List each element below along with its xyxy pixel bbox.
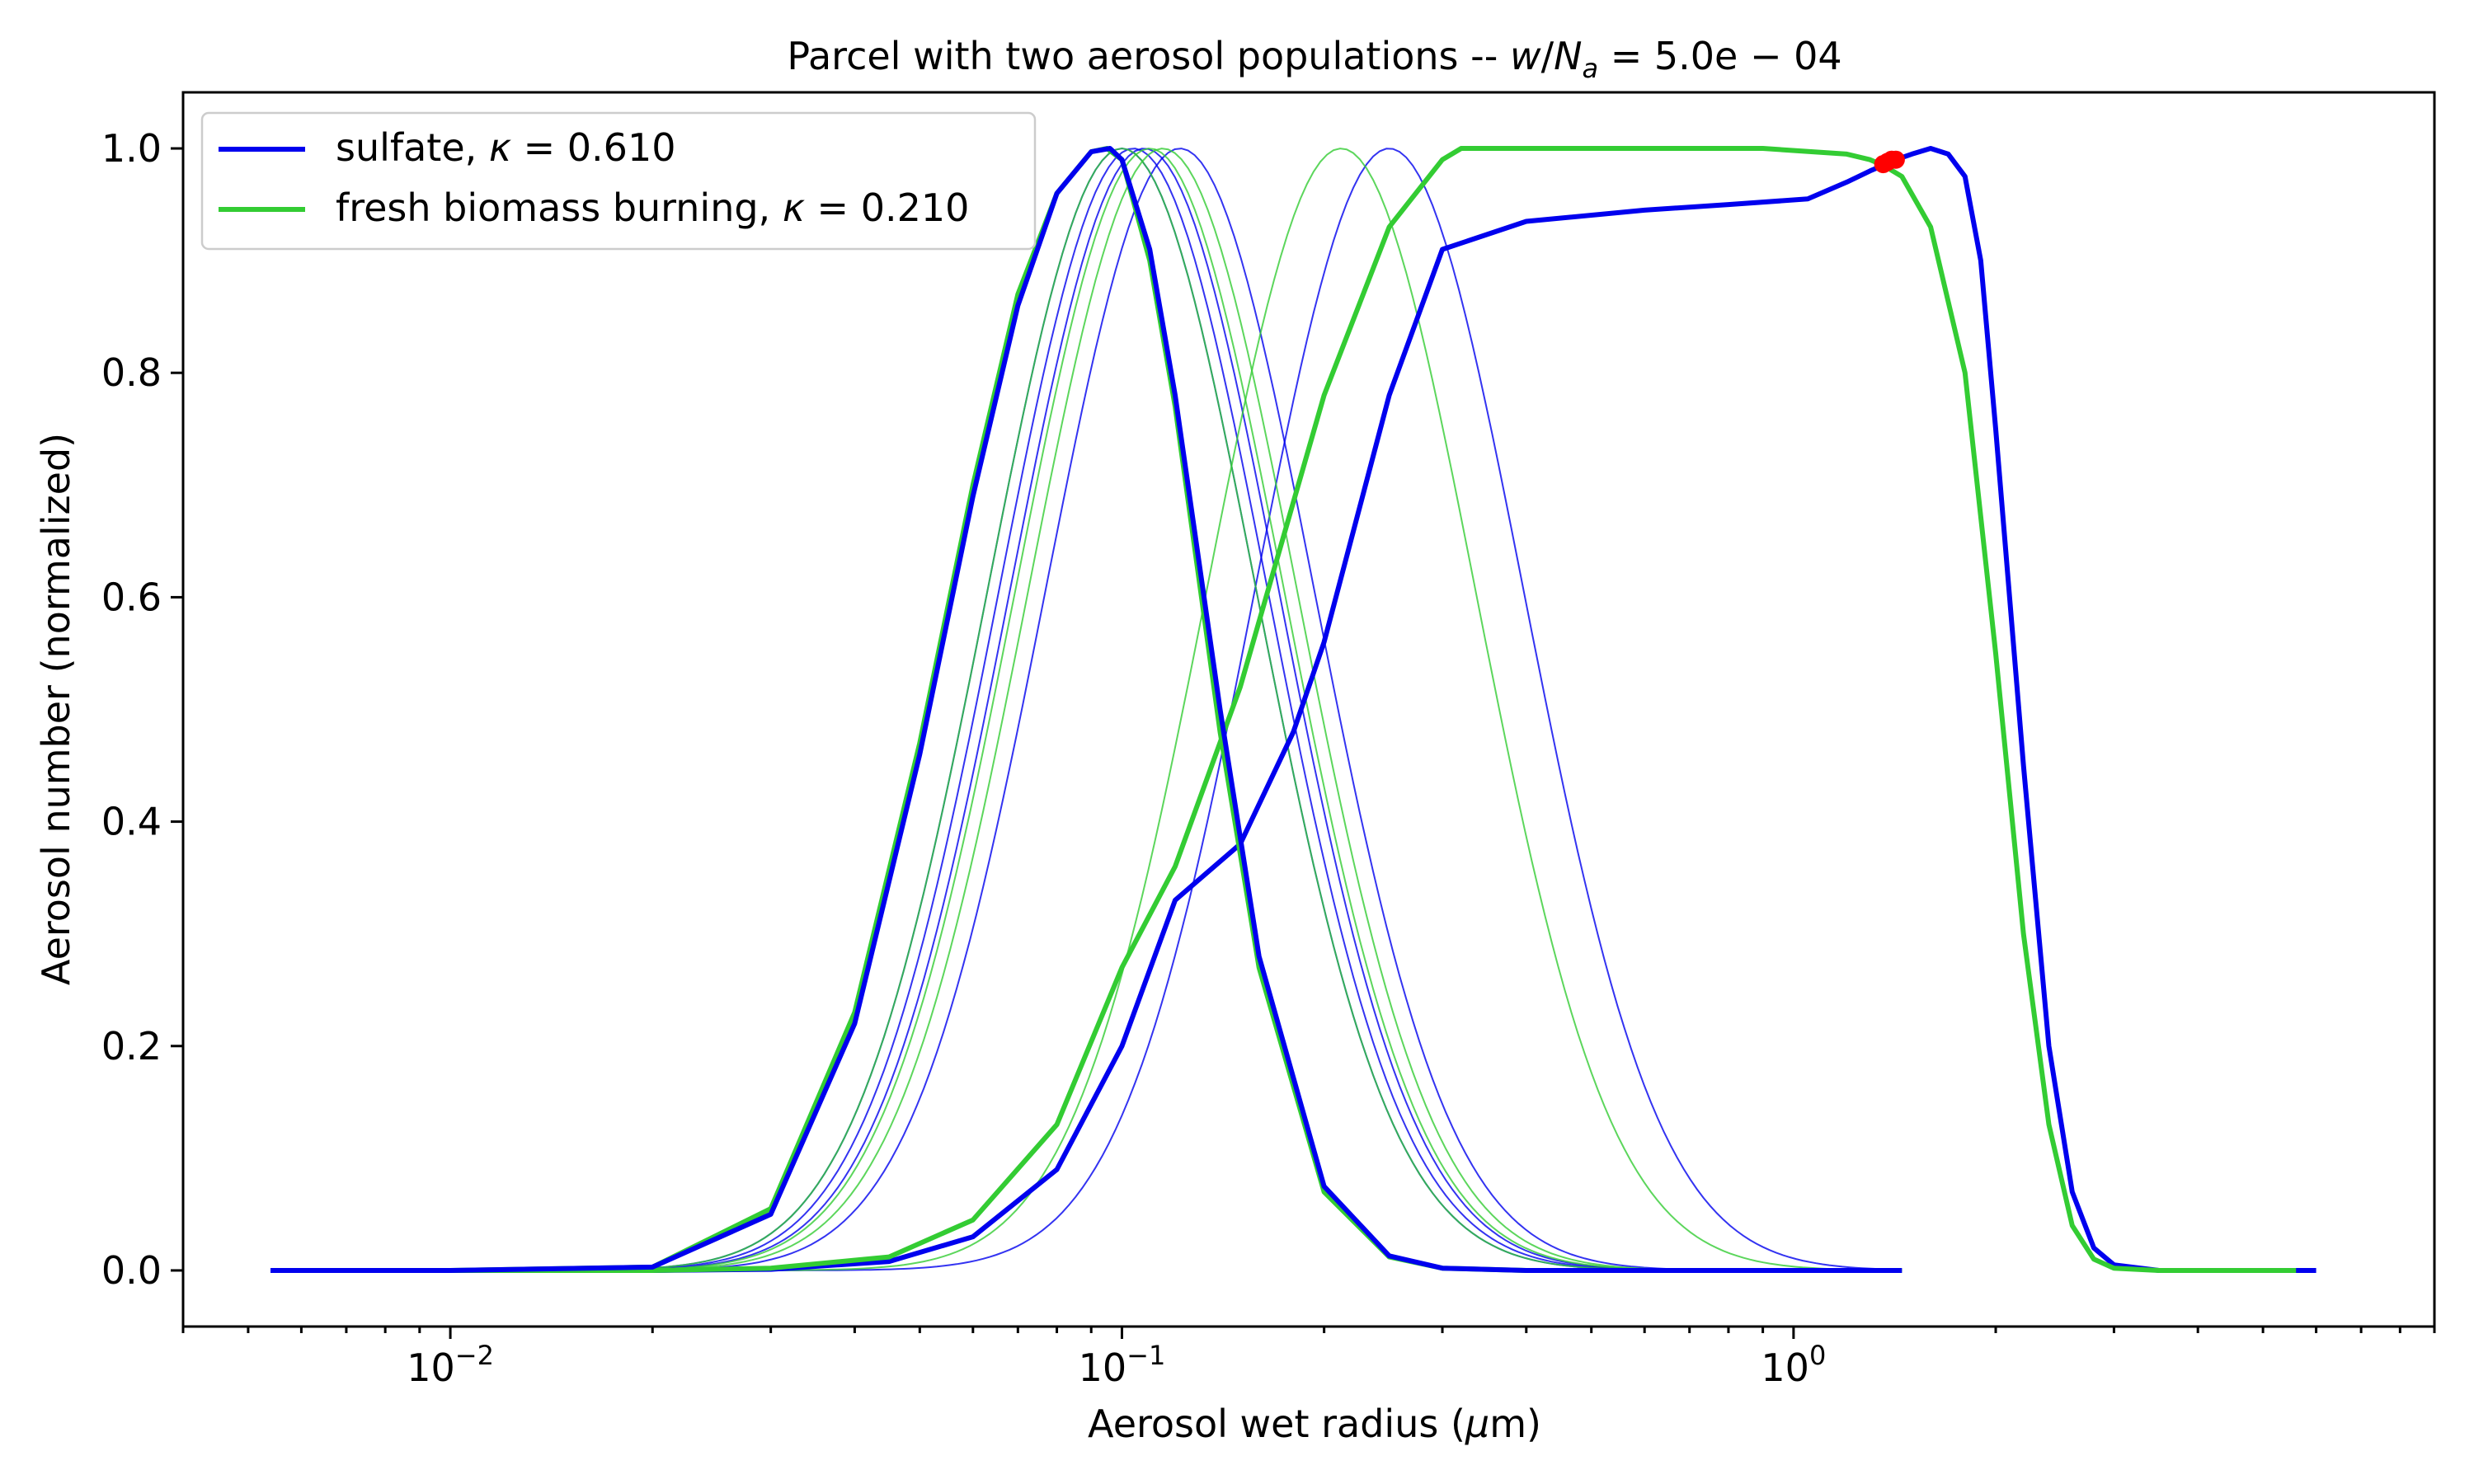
x-axis: 10−2 10−1 100 [181,1327,2436,1390]
y-tick-label: 0.8 [101,350,162,395]
activation-marker [1886,150,1905,169]
y-tick-label: 0.6 [101,575,162,619]
plot-frame [181,91,2436,1328]
series-line-0 [270,146,2316,1273]
y-tick-label: 0.0 [101,1248,162,1293]
x-axis-label: Aerosol wet radius (μm) [1088,1402,1541,1446]
series-line-3 [270,146,1903,1273]
series-line-1 [315,146,2297,1273]
legend-box [200,111,1037,251]
legend-label-sulfate: sulfate, κ = 0.610 [336,125,675,170]
y-tick-label: 0.2 [101,1024,162,1068]
y-axis-label: Aerosol number (normalized) [34,433,78,985]
chart-title: Parcel with two aerosol populations -- w… [787,34,1841,84]
y-tick-label: 1.0 [101,126,162,171]
legend-label-biomass: fresh biomass burning, κ = 0.210 [336,186,969,230]
x-tick-label: 100 [1761,1340,1826,1390]
plot-area [270,146,2316,1273]
legend: sulfate, κ = 0.610 fresh biomass burning… [200,111,1037,251]
x-tick-label: 10−1 [1079,1340,1166,1390]
y-axis: 0.0 0.2 0.4 0.6 0.8 1.0 [101,126,183,1293]
y-tick-label: 0.4 [101,800,162,844]
x-tick-label: 10−2 [407,1340,494,1390]
